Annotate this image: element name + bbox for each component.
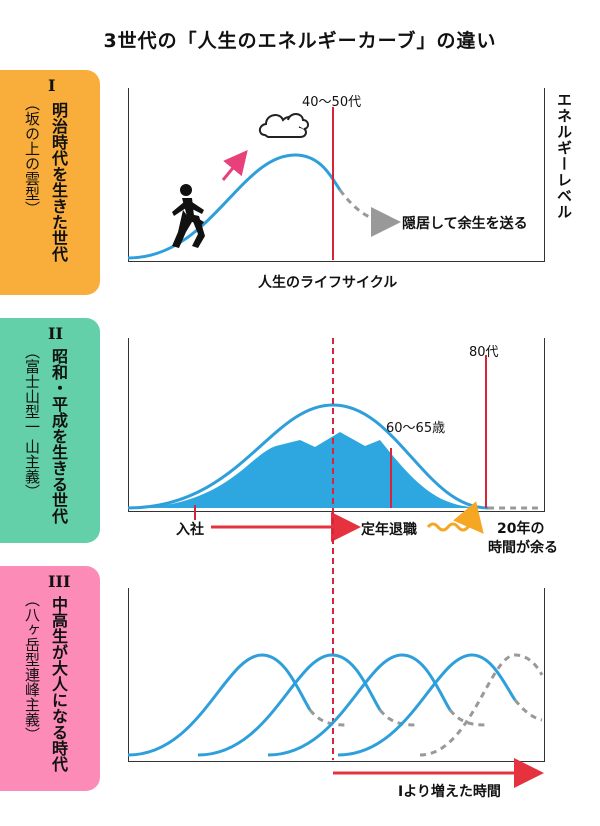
age-80-label: 80代 <box>469 345 499 360</box>
energy-curve-1 <box>127 153 342 260</box>
join-company-label: 入社 <box>176 522 204 538</box>
retirement-label: 定年退職 <box>361 522 417 538</box>
section-title: 明治時代を生きた世代 <box>49 102 68 262</box>
decline-dashed-1 <box>338 189 401 237</box>
peak-curve-5-dashed <box>419 653 544 757</box>
cloud-icon <box>258 113 309 138</box>
section-3-label: III 中高生が大人になる時代 （八ヶ岳型連峰主義） <box>0 566 100 791</box>
page-title: 3世代の「人生のエネルギーカーブ」の違い <box>103 30 497 52</box>
peak-curve-4 <box>337 653 517 757</box>
peak-curve-4-dashed <box>513 699 543 722</box>
section-number: III <box>48 572 71 591</box>
walking-person-icon <box>172 184 205 248</box>
extra-time-line-1: 20年の <box>497 521 545 537</box>
peak-curve-2 <box>197 653 382 757</box>
section-subtitle: （坂の上の雲型） <box>23 96 41 216</box>
wave-arrow <box>426 501 484 534</box>
added-time-label: Ⅰより増えた時間 <box>398 784 501 800</box>
x-axis-label: 人生のライフサイクル <box>258 275 398 291</box>
retire-label: 隠居して余生を送る <box>402 216 528 232</box>
peak-curve-1 <box>127 653 312 757</box>
up-arrow-icon <box>221 150 248 181</box>
section-title: 昭和・平成を生きる世代 <box>49 348 68 524</box>
section-number: I <box>48 76 56 95</box>
section-subtitle: （八ヶ岳型連峰主義） <box>23 592 41 742</box>
peak-curve-3 <box>267 653 452 757</box>
section-title: 中高生が大人になる時代 <box>49 596 68 772</box>
mountain-fill <box>128 432 488 508</box>
section-number: II <box>48 324 63 343</box>
y-axis-label: エネルギーレベル <box>555 92 573 220</box>
peak-curve-3-dashed <box>448 709 486 727</box>
extra-time-line-2: 時間が余る <box>488 540 558 556</box>
energy-curve-2 <box>127 403 489 510</box>
section-1-label: I 明治時代を生きた世代 （坂の上の雲型） <box>0 70 100 295</box>
section-subtitle: （富士山型一 山主義） <box>23 344 41 499</box>
peak-age-label: 40〜50代 <box>302 95 362 110</box>
section-2-label: II 昭和・平成を生きる世代 （富士山型一 山主義） <box>0 318 100 543</box>
panel-2-frame <box>128 338 545 512</box>
panel-3-frame <box>128 588 545 762</box>
age-60-65-label: 60〜65歳 <box>386 421 446 436</box>
peak-curve-1-dashed <box>308 709 346 727</box>
peak-curve-2-dashed <box>378 709 416 727</box>
panel-1-frame <box>128 88 545 262</box>
